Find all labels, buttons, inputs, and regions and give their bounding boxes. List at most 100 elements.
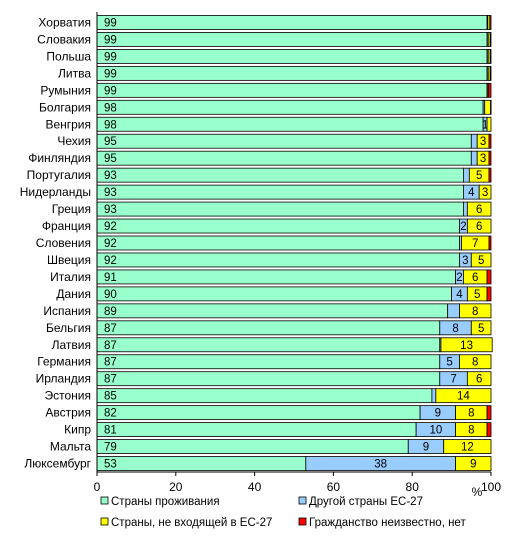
data-label: 53 [104,459,117,471]
data-label: 99 [104,17,117,29]
category-label: Швеция [47,253,91,267]
data-label: 98 [104,119,117,131]
bar-segment [486,286,492,302]
category-label: Венгрия [45,117,91,131]
data-label: 93 [104,170,117,182]
category-label: Словения [36,236,91,250]
legend-label: Страны проживания [111,496,220,508]
data-label: 3 [480,153,486,165]
data-label: 85 [104,391,117,403]
bar-segment [96,82,488,98]
legend-swatch [298,517,307,526]
category-label: Литва [58,66,91,80]
bar-segment [96,422,417,437]
bar-segment [96,388,433,404]
x-axis: 0 20 40 60 80 100% [94,12,501,499]
bar-segment [96,99,484,115]
bar-segment [484,99,492,115]
bar-segment [96,150,472,166]
x-tick-label: 80 [406,480,420,494]
data-label: 8 [468,408,474,420]
bar-segment [96,184,464,200]
bar-segment [489,49,492,64]
data-label: 99 [104,85,117,97]
category-label: Австрия [45,406,91,420]
category-label: Румыния [40,83,91,97]
legend: Страны проживания Другой страны ЕС-27 Стра… [100,496,466,529]
bar-segment [459,354,492,370]
data-label: 5 [478,255,484,267]
bar-segment [96,337,441,353]
data-label: 93 [104,187,117,199]
x-tick-label: 100 [481,480,501,494]
data-label: 99 [104,68,117,80]
data-label: 82 [104,408,117,420]
bar-segment [96,218,460,234]
data-label: 93 [104,204,117,216]
bar-segment [96,167,464,183]
bar-segment [443,439,492,454]
category-label: Люксембург [24,457,91,471]
bar-segment [96,269,456,285]
data-label: 5 [446,357,452,369]
data-label: 87 [104,357,117,369]
category-label: Эстония [45,389,92,403]
bar-segment [466,201,492,217]
data-label: 92 [104,221,117,233]
data-label: 95 [104,153,117,165]
data-label: 81 [104,425,117,437]
data-label: 90 [104,289,117,301]
bar-segment [431,388,437,404]
bar-segment [463,167,470,183]
category-label: Франция [42,219,91,233]
data-label: 91 [104,272,117,284]
x-unit-label: % [472,485,483,499]
bar-segment [486,269,492,285]
bar-segment [470,252,492,268]
bar-segment [459,303,492,319]
data-label: 4 [456,289,463,301]
bar-segment [489,15,492,30]
x-tick-label: 0 [94,480,101,494]
bar-segment [96,320,441,336]
data-label: 87 [104,340,117,352]
data-label: 5 [478,323,484,335]
category-label: Португалия [27,168,91,182]
bar-segment [96,405,421,421]
category-label: Греция [52,202,91,216]
x-tick-label: 60 [327,480,341,494]
bar-segment [489,65,492,81]
bar-segment [488,150,492,166]
bar-segment [96,303,449,319]
bar-segment [490,99,492,115]
bar-segment [486,116,492,132]
category-label: Италия [50,270,91,284]
category-label: Мальта [50,440,91,454]
bar-segment [440,337,493,353]
data-label: 13 [460,340,473,352]
data-label: 8 [472,306,478,318]
data-label: 87 [104,323,117,335]
data-label: 99 [104,51,117,63]
x-tick-label: 20 [169,480,183,494]
bar-segment [96,439,409,454]
bar-segment [96,371,441,387]
data-label: 3 [482,187,488,199]
legend-label: Другой страны ЕС-27 [309,496,423,508]
bar-segment [96,456,307,471]
data-label: 6 [476,374,482,386]
category-label: Финляндия [28,151,91,165]
bar-segment [96,49,488,64]
legend-label: Страны, не входящей в ЕС-27 [111,517,272,529]
bar-segment [470,320,492,336]
category-label: Хорватия [38,15,91,29]
bar-segment [96,65,488,81]
bar-segment [488,133,492,149]
legend-swatch [298,496,307,505]
bar-segment [466,371,492,387]
legend-label: Гражданство неизвестно, нет [309,517,466,529]
data-label: 2 [456,272,462,284]
category-label: Ирландия [36,372,91,386]
data-label: 6 [476,204,482,216]
